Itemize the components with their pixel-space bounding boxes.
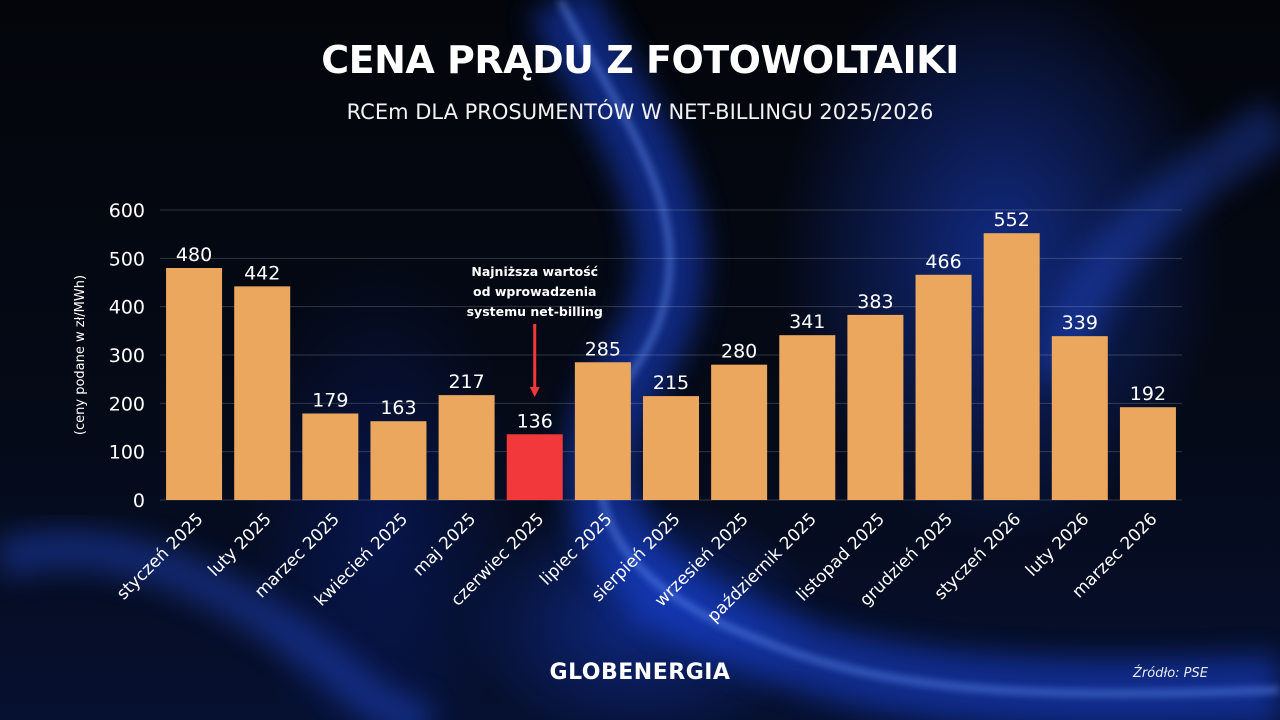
data-label: 215	[653, 372, 689, 394]
bar-11	[847, 314, 904, 500]
bar-7	[574, 362, 631, 500]
data-labels: 480 442 179 163 217 136 285 215 280 341 383 466 552 3…	[176, 209, 1166, 432]
annotation-line: Najniższa wartość	[471, 264, 598, 279]
data-label: 163	[380, 397, 416, 419]
data-label: 552	[994, 209, 1030, 231]
x-tick-label: styczeń 2025	[113, 509, 208, 604]
bar-9	[711, 364, 768, 500]
bar-13	[983, 233, 1040, 500]
bar-1	[166, 268, 223, 500]
bar-14	[1051, 336, 1108, 500]
data-label: 341	[789, 311, 825, 333]
data-label: 192	[1130, 383, 1166, 405]
x-tick-label: luty 2026	[1022, 509, 1093, 580]
bar-6	[506, 434, 563, 500]
y-tick-label: 100	[109, 442, 145, 464]
data-label: 480	[176, 244, 212, 266]
bar-3	[302, 413, 359, 500]
y-tick-label: 600	[109, 200, 145, 222]
data-label: 217	[448, 371, 484, 393]
lowest-value-annotation: Najniższa wartość od wprowadzenia systemu …	[467, 264, 603, 397]
annotation-line: systemu net-billing	[467, 304, 603, 319]
data-label: 339	[1062, 312, 1098, 334]
data-label: 383	[857, 291, 893, 313]
y-tick-label: 0	[133, 490, 145, 512]
data-label: 442	[244, 262, 280, 284]
chart-title: CENA PRĄDU Z FOTOWOLTAIKI	[321, 38, 959, 82]
y-tick-label: 400	[109, 297, 145, 319]
y-axis: 0 100 200 300 400 500 600	[109, 200, 145, 512]
bar-12	[915, 274, 972, 500]
data-label: 280	[721, 341, 757, 363]
source-note: Źródło: PSE	[1133, 666, 1208, 681]
y-tick-label: 500	[109, 248, 145, 270]
chart-subtitle: RCEm DLA PROSUMENTÓW W NET-BILLINGU 2025…	[346, 100, 934, 124]
bar-2	[234, 286, 291, 500]
x-tick-label: maj 2025	[409, 509, 480, 580]
data-label: 136	[517, 410, 553, 432]
data-label: 179	[312, 389, 348, 411]
bar-15	[1119, 407, 1176, 500]
y-tick-label: 200	[109, 393, 145, 415]
x-tick-label: luty 2025	[204, 509, 275, 580]
brand-logo: GLOBENERGIA	[549, 660, 731, 685]
bar-8	[643, 396, 699, 500]
bar-10	[779, 335, 836, 500]
bar-5	[438, 395, 495, 500]
y-axis-label: (ceny podane w zł/MWh)	[73, 275, 88, 435]
annotation-line: od wprowadzenia	[473, 284, 596, 299]
data-label: 466	[925, 251, 961, 273]
y-tick-label: 300	[109, 345, 145, 367]
bars	[166, 233, 1176, 500]
data-label: 285	[585, 338, 621, 360]
bar-4	[370, 421, 427, 500]
